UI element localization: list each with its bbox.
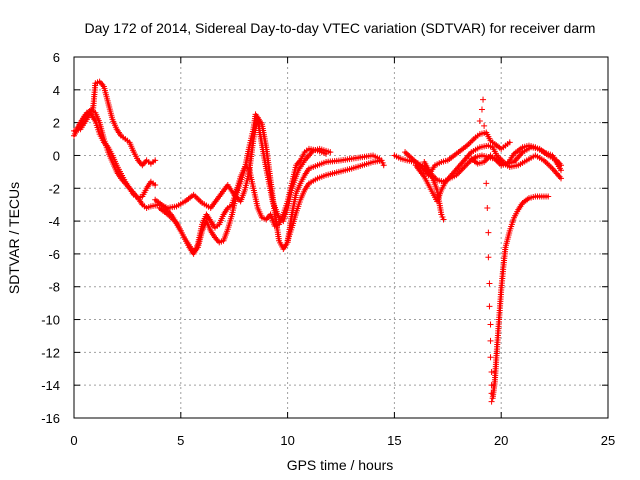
data-point	[545, 193, 552, 200]
data-point	[485, 229, 492, 236]
series-trace-l	[489, 193, 552, 402]
y-tick-label: 2	[53, 116, 60, 131]
x-tick-label: 5	[177, 433, 184, 448]
data-point	[485, 254, 492, 261]
y-tick-label: -4	[48, 214, 60, 229]
y-tick-label: -10	[41, 313, 60, 328]
data-point	[483, 180, 490, 187]
data-point	[327, 149, 334, 156]
data-point	[484, 204, 491, 211]
data-point	[486, 303, 493, 310]
chart-title: Day 172 of 2014, Sidereal Day-to-day VTE…	[85, 20, 596, 36]
data-point	[380, 162, 387, 169]
series-trace-c	[75, 106, 159, 202]
data-point	[440, 216, 447, 223]
x-tick-label: 25	[601, 433, 615, 448]
data-point	[488, 390, 495, 397]
y-tick-label: -2	[48, 181, 60, 196]
x-tick-label: 20	[494, 433, 508, 448]
data-point	[152, 181, 159, 188]
y-tick-label: 4	[53, 83, 60, 98]
y-tick-label: -8	[48, 280, 60, 295]
series-trace-e	[156, 111, 334, 256]
series-trace-a	[71, 78, 159, 169]
data-point	[487, 337, 494, 344]
data-point	[558, 175, 565, 182]
data-point	[488, 382, 495, 389]
data-point	[478, 106, 485, 113]
data-point	[480, 96, 487, 103]
x-tick-label: 10	[280, 433, 294, 448]
data-point	[486, 280, 493, 287]
data-point	[488, 398, 495, 405]
x-axis-label: GPS time / hours	[287, 457, 394, 473]
y-tick-label: -6	[48, 247, 60, 262]
series-spike	[476, 96, 495, 405]
y-tick-label: 0	[53, 148, 60, 163]
data-point	[476, 117, 483, 124]
y-tick-label: -12	[41, 345, 60, 360]
y-tick-label: -14	[41, 378, 60, 393]
x-tick-label: 15	[387, 433, 401, 448]
data-point	[152, 157, 159, 164]
data-point	[506, 139, 513, 146]
data-point	[488, 369, 495, 376]
data-point	[487, 321, 494, 328]
series-trace-f	[284, 157, 387, 244]
y-tick-label: -16	[41, 411, 60, 426]
series-trace-k	[468, 142, 565, 174]
y-axis-label: SDTVAR / TECUs	[6, 182, 22, 294]
plot-frame	[73, 56, 609, 419]
y-tick-label: 6	[53, 50, 60, 65]
data-point	[558, 167, 565, 174]
x-tick-label: 0	[70, 433, 77, 448]
data-point	[487, 354, 494, 361]
data-point	[481, 122, 488, 129]
